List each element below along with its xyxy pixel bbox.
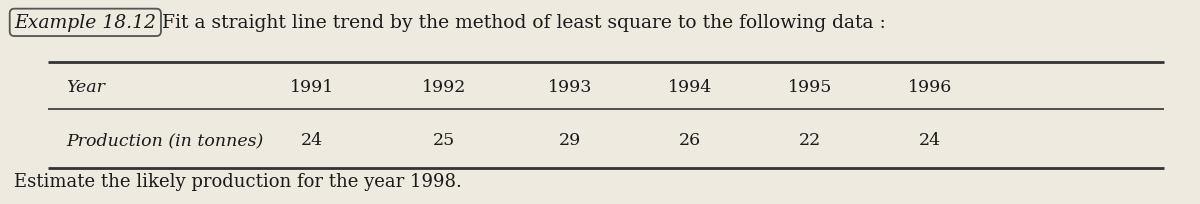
Text: Fit a straight line trend by the method of least square to the following data :: Fit a straight line trend by the method … <box>162 14 886 32</box>
Text: 1992: 1992 <box>422 78 466 95</box>
Text: 24: 24 <box>919 131 941 148</box>
Text: Example 18.12: Example 18.12 <box>14 14 156 32</box>
Text: 1994: 1994 <box>668 78 712 95</box>
Text: Year: Year <box>66 78 104 95</box>
Text: 26: 26 <box>679 131 701 148</box>
Text: 29: 29 <box>559 131 581 148</box>
Text: 22: 22 <box>799 131 821 148</box>
Text: Estimate the likely production for the year 1998.: Estimate the likely production for the y… <box>14 172 462 190</box>
Text: 1993: 1993 <box>548 78 592 95</box>
Text: 25: 25 <box>433 131 455 148</box>
Text: 24: 24 <box>301 131 323 148</box>
Text: Production (in tonnes): Production (in tonnes) <box>66 131 263 148</box>
Text: 1995: 1995 <box>788 78 832 95</box>
Text: 1991: 1991 <box>290 78 334 95</box>
Text: 1996: 1996 <box>908 78 952 95</box>
